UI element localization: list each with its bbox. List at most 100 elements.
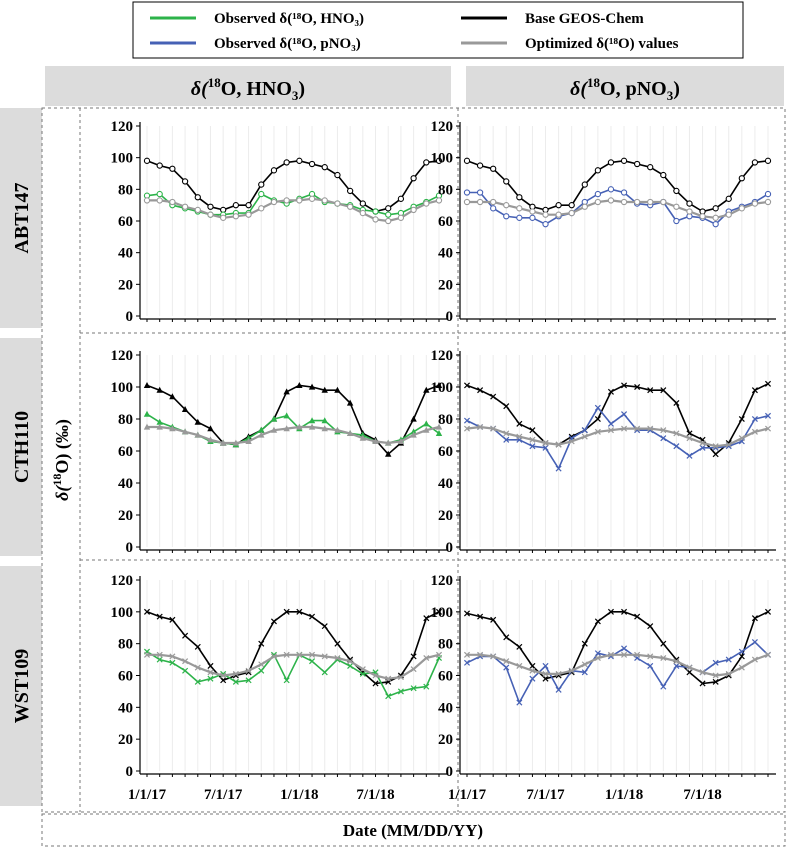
data-point xyxy=(372,672,379,679)
data-point xyxy=(712,221,719,228)
data-point xyxy=(568,202,575,209)
data-point xyxy=(516,214,523,221)
y-tick-label: 100 xyxy=(111,380,134,396)
y-tick-label: 100 xyxy=(431,151,454,167)
data-point xyxy=(764,380,772,387)
y-tick-label: 20 xyxy=(438,277,453,293)
data-point xyxy=(283,651,290,658)
data-point xyxy=(463,610,471,617)
data-point xyxy=(673,203,680,210)
x-tick-label: 7/1/18 xyxy=(683,787,721,803)
data-point xyxy=(372,216,379,223)
data-point xyxy=(712,451,719,458)
data-point xyxy=(308,160,316,168)
data-point xyxy=(634,651,641,658)
data-point xyxy=(245,211,252,218)
data-point xyxy=(410,431,417,438)
data-point xyxy=(620,189,628,196)
data-point xyxy=(207,675,214,682)
panel-frame-outer xyxy=(41,107,786,813)
data-point xyxy=(712,205,719,212)
data-point xyxy=(477,387,484,394)
data-point xyxy=(725,656,732,663)
legend-label-base: Base GEOS-Chem xyxy=(525,11,644,27)
y-tick-label: 0 xyxy=(126,540,134,556)
data-point xyxy=(555,465,562,472)
data-point xyxy=(207,662,214,669)
data-point xyxy=(751,200,759,207)
data-point xyxy=(542,675,549,682)
y-tick-label: 120 xyxy=(111,573,134,589)
x-tick-label: 7/1/17 xyxy=(204,787,243,803)
data-point xyxy=(647,623,654,630)
data-point xyxy=(385,439,392,446)
legend-label-obs-pno3: Observed δ(¹⁸O, pNO₃) xyxy=(214,36,361,52)
data-point xyxy=(647,662,654,669)
data-point xyxy=(738,205,745,212)
data-point xyxy=(673,187,680,195)
data-point xyxy=(764,157,772,164)
data-point xyxy=(764,651,772,658)
data-point xyxy=(207,669,214,676)
data-point xyxy=(490,198,497,206)
y-tick-label: 20 xyxy=(118,732,133,748)
column-header-bg-pno3 xyxy=(466,66,784,106)
data-point xyxy=(516,194,523,201)
data-point xyxy=(660,654,667,662)
data-point xyxy=(751,387,758,394)
data-point xyxy=(751,615,758,622)
data-point xyxy=(686,430,693,437)
x-tick-label: 7/1/17 xyxy=(526,787,565,803)
data-point xyxy=(245,434,252,441)
data-point xyxy=(143,423,151,430)
row-label-cth110: CTH110 xyxy=(11,411,33,483)
data-point xyxy=(410,428,417,435)
data-point xyxy=(347,662,354,669)
data-point xyxy=(568,667,575,674)
data-point xyxy=(194,643,201,650)
data-point xyxy=(607,651,614,658)
series-line-base xyxy=(146,610,440,685)
row-header-bg-abt147 xyxy=(0,108,42,328)
data-point xyxy=(686,200,693,207)
y-axis-label: δ(18O) (‰) xyxy=(50,419,73,501)
data-point xyxy=(169,425,176,432)
data-point xyxy=(435,608,443,615)
x-tick-label: 7/1/18 xyxy=(356,787,394,803)
data-point xyxy=(738,653,745,660)
data-point xyxy=(194,206,201,214)
row-header-bg-cth110 xyxy=(0,338,42,556)
legend: Observed δ(¹⁸O, HNO₃) Base GEOS-Chem Obs… xyxy=(132,1,744,59)
data-point xyxy=(503,664,510,671)
y-tick-label: 100 xyxy=(111,151,134,167)
data-point xyxy=(258,205,265,212)
data-point xyxy=(673,662,680,669)
data-point xyxy=(169,198,176,206)
y-tick-label: 60 xyxy=(438,444,453,460)
legend-label-opt: Optimized δ(¹⁸O) values xyxy=(525,36,679,52)
data-point xyxy=(581,181,588,188)
data-point xyxy=(476,189,484,196)
data-point xyxy=(309,651,316,658)
data-point xyxy=(296,608,303,615)
data-point xyxy=(647,198,654,206)
data-point xyxy=(555,670,562,677)
y-tick-label: 120 xyxy=(431,119,454,135)
data-point xyxy=(503,202,510,209)
x-tick-label: 1/1/18 xyxy=(605,787,643,803)
data-point xyxy=(529,214,536,221)
data-point xyxy=(372,208,379,215)
data-point xyxy=(194,194,201,201)
data-point xyxy=(738,175,745,182)
data-point xyxy=(542,662,549,669)
data-point xyxy=(594,404,601,411)
y-tick-label: 0 xyxy=(446,540,454,556)
data-point xyxy=(423,200,430,207)
data-point xyxy=(245,202,252,209)
data-point xyxy=(435,651,443,658)
data-point xyxy=(359,666,366,673)
y-tick-label: 20 xyxy=(438,732,453,748)
y-tick-label: 80 xyxy=(438,182,453,198)
data-point xyxy=(181,428,189,435)
data-point xyxy=(334,200,341,207)
